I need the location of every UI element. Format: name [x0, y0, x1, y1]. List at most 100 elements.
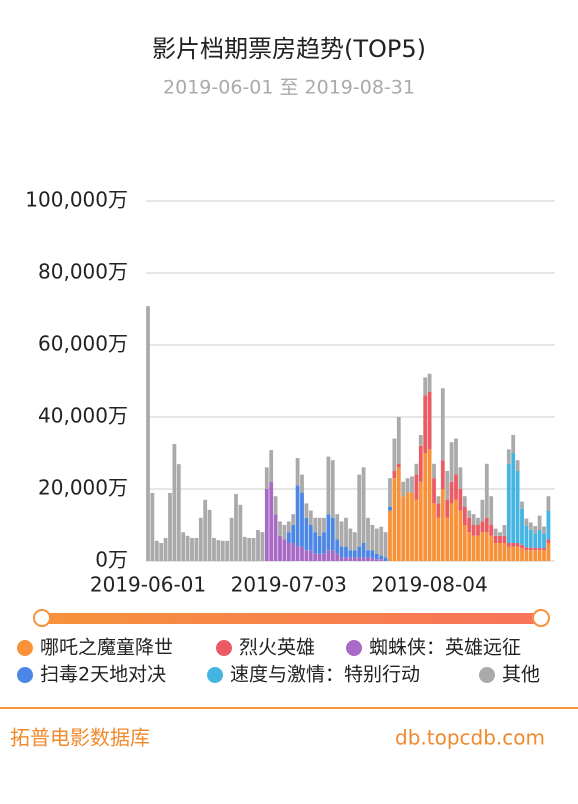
bar-segment	[401, 496, 406, 561]
bar-segment	[322, 517, 326, 533]
bar-segment	[506, 546, 511, 561]
bar-segment	[317, 535, 322, 554]
bar-segment	[383, 557, 388, 561]
bar-segment	[330, 517, 335, 551]
bar-segment	[493, 528, 498, 536]
bar-segment	[449, 503, 454, 561]
bar-segment	[234, 494, 238, 561]
bar-segment	[515, 546, 520, 561]
bar-segment	[542, 548, 546, 551]
bar-segment	[163, 537, 168, 561]
bar-segment	[348, 528, 353, 551]
bar-segment	[251, 537, 256, 561]
bar-segment	[484, 517, 489, 533]
range-slider[interactable]	[42, 613, 541, 624]
bar-segment	[440, 388, 445, 461]
bar-segment	[537, 548, 542, 551]
slider-handle[interactable]	[33, 609, 51, 627]
bar-segment	[537, 515, 542, 531]
bar-segment	[304, 517, 309, 551]
bar-segment	[436, 503, 441, 518]
bar-segment	[352, 557, 357, 561]
bar-segment	[357, 546, 362, 558]
bar-segment	[348, 550, 353, 558]
footer-brand: 拓普电影数据库	[10, 726, 150, 750]
bar-segment	[445, 499, 450, 518]
bar-segment	[269, 450, 274, 482]
bar-segment	[445, 471, 450, 500]
bar-segment	[388, 507, 392, 511]
bar-segment	[282, 539, 287, 561]
bar-segment	[291, 514, 296, 525]
bar-segment	[432, 463, 436, 479]
bar-segment	[203, 499, 208, 561]
chart-subtitle: 2019-06-01 至 2019-08-31	[163, 77, 415, 99]
bar-segment	[484, 532, 489, 561]
bar-segment	[520, 508, 524, 545]
bar-segment	[190, 537, 194, 561]
bar-segment	[344, 517, 348, 547]
bar-segment	[405, 478, 410, 493]
bar-segment	[326, 514, 331, 551]
bar-segment	[291, 525, 296, 543]
bar-segment	[405, 492, 410, 561]
bar-segment	[379, 559, 384, 561]
bar-segment	[313, 553, 318, 561]
bar-segment	[493, 535, 498, 543]
slider-handle[interactable]	[532, 609, 550, 627]
bar-segment	[414, 499, 419, 561]
bar-segment	[506, 449, 511, 464]
bar-segment	[528, 550, 533, 561]
bar-segment	[423, 395, 428, 453]
bar-segment	[476, 535, 480, 561]
x-tick-label: 2019-08-04	[371, 573, 487, 597]
bar-segment	[278, 521, 282, 536]
bar-segment	[264, 489, 269, 561]
bar-segment	[502, 543, 507, 561]
bar-segment	[370, 550, 375, 558]
bar-segment	[326, 456, 331, 515]
bar-segment	[528, 522, 533, 530]
legend-marker	[346, 640, 362, 656]
bar-segment	[282, 525, 287, 540]
bar-segment	[335, 539, 340, 554]
bar-segment	[370, 525, 375, 551]
bar-segment	[458, 467, 463, 489]
bar-segment	[247, 537, 252, 561]
bar-segment	[313, 517, 318, 533]
legend-marker	[207, 667, 223, 683]
bar-segment	[524, 550, 529, 561]
bar-segment	[462, 507, 467, 525]
bar-segment	[379, 555, 384, 560]
x-tick-label: 2019-06-01	[90, 573, 206, 597]
bar-segment	[392, 471, 397, 479]
bar-segment	[300, 474, 304, 493]
bar-segment	[361, 467, 366, 543]
bar-segment	[410, 492, 414, 561]
bar-segment	[339, 521, 344, 547]
bar-segment	[269, 481, 274, 561]
y-tick-label: 80,000万	[38, 260, 128, 284]
x-tick-label: 2019-07-03	[231, 573, 347, 597]
bar-segment	[176, 464, 181, 561]
bar-segment	[418, 481, 423, 561]
bar-segment	[427, 391, 432, 450]
legend-label: 其他	[502, 664, 540, 686]
bar-segment	[484, 463, 489, 518]
bar-segment	[480, 532, 485, 561]
footer-url: db.topcdb.com	[395, 726, 545, 750]
bar-segment	[467, 517, 472, 533]
bar-segment	[388, 478, 392, 507]
bar-segment	[339, 557, 344, 561]
bar-segment	[379, 526, 384, 556]
legend-label: 速度与激情：特别行动	[230, 664, 420, 686]
bar-segment	[273, 514, 278, 561]
bar-segment	[308, 525, 313, 551]
bar-segment	[194, 537, 199, 561]
bar-segment	[383, 532, 388, 558]
bar-segment	[471, 535, 476, 561]
bar-segment	[467, 532, 472, 561]
bar-segment	[273, 496, 278, 515]
bar-segment	[458, 510, 463, 561]
bar-segment	[511, 546, 516, 561]
